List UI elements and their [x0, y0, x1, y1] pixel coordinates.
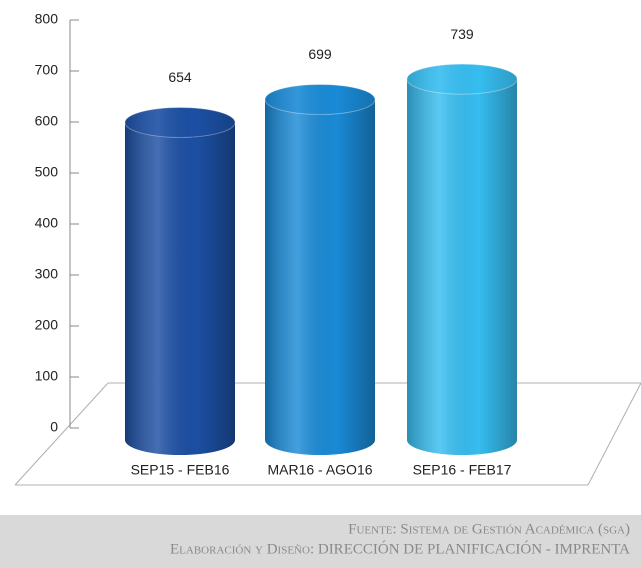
y-tick-label: 300: [35, 266, 59, 282]
x-tick-label: MAR16 - AGO16: [267, 462, 372, 478]
y-tick-label: 400: [35, 215, 59, 231]
bar-shade: [407, 79, 517, 456]
y-tick-label: 100: [35, 368, 59, 384]
bar-top-shade: [265, 84, 375, 115]
bar-shade: [125, 122, 235, 455]
y-tick-label: 700: [35, 62, 59, 78]
bar-top-shade: [407, 64, 517, 95]
source-line: Fuente: Sistema de Gestión Académica (sg…: [348, 521, 630, 537]
y-tick-label: 500: [35, 164, 59, 180]
x-tick-label: SEP15 - FEB16: [131, 462, 230, 478]
y-tick-label: 800: [35, 11, 59, 27]
credit-line: Elaboración y Diseño: DIRECCIÓN DE PLANI…: [170, 540, 630, 557]
value-label: 654: [168, 69, 192, 85]
value-label: 739: [450, 26, 474, 42]
footer-band: [0, 515, 641, 568]
y-tick-label: 200: [35, 317, 59, 333]
x-tick-label: SEP16 - FEB17: [413, 462, 512, 478]
y-tick-label: 600: [35, 113, 59, 129]
bar-shade: [265, 99, 375, 455]
value-label: 699: [308, 46, 332, 62]
bar-top-shade: [125, 107, 235, 138]
y-tick-label: 0: [50, 419, 58, 435]
